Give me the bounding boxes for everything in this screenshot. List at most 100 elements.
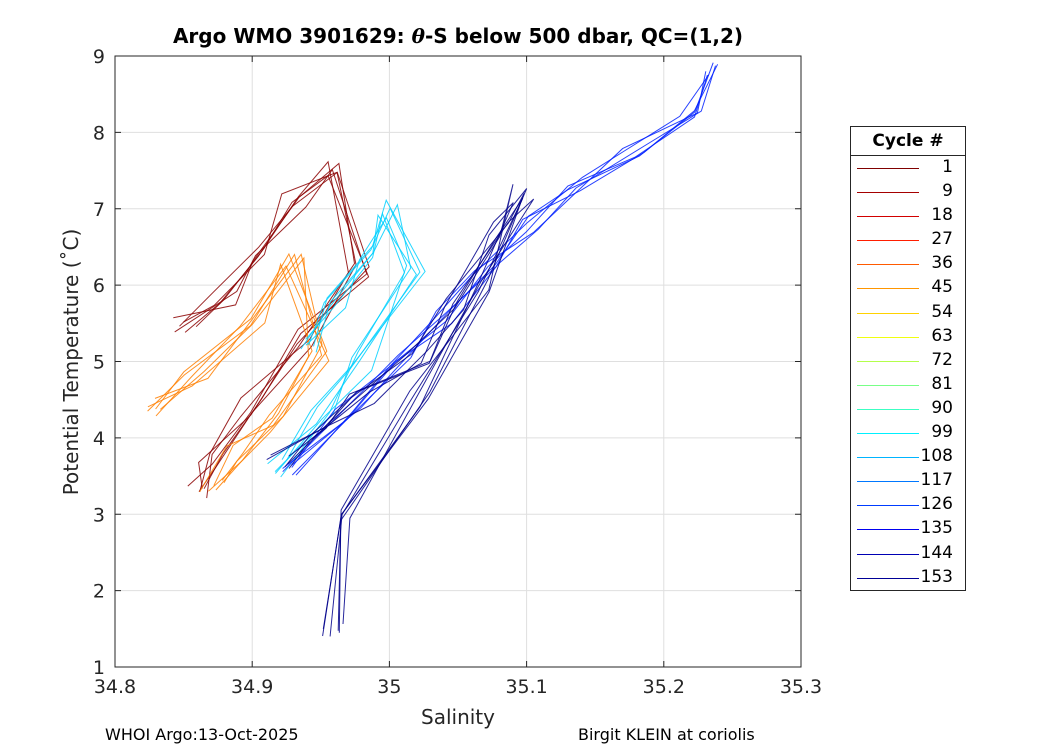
legend-entry: 153 [851, 566, 965, 590]
grid [115, 56, 801, 667]
legend-swatch [857, 505, 919, 507]
legend-label: 45 [931, 277, 953, 298]
profile-line [154, 253, 323, 483]
legend-entry: 54 [851, 301, 965, 325]
profile-line [291, 65, 716, 468]
legend-swatch [857, 481, 919, 483]
y-tick-label: 8 [93, 122, 105, 144]
legend-swatch [857, 433, 919, 435]
profile-line [173, 162, 356, 499]
legend-swatch [857, 288, 919, 290]
profile-line [282, 71, 707, 469]
x-tick-label: 34.8 [94, 676, 136, 698]
x-tick-label: 35.1 [505, 676, 547, 698]
profile-line [147, 262, 313, 486]
legend-swatch [857, 408, 919, 410]
axis-ticks: 34.8 34.9 35 35.1 35.2 35.3 1 2 3 4 5 6 7 8 9 [93, 46, 822, 698]
legend-entry: 117 [851, 469, 965, 493]
y-tick-label: 7 [93, 199, 105, 221]
footer-credit: Birgit KLEIN at coriolis [578, 725, 755, 744]
profile-line [155, 265, 330, 492]
x-axis-label: Salinity [421, 705, 495, 729]
profiles [147, 62, 719, 637]
legend-swatch [857, 577, 919, 579]
legend-label: 90 [931, 397, 953, 418]
y-axis-label: Potential Temperature (˚C) [59, 229, 83, 496]
legend-title: Cycle # [851, 127, 965, 156]
profile-line [287, 198, 535, 625]
profile-line [274, 203, 412, 472]
legend-label: 126 [920, 494, 953, 515]
legend-swatch [857, 360, 919, 362]
y-tick-label: 5 [93, 352, 105, 374]
legend-swatch [857, 240, 919, 242]
legend-label: 27 [931, 229, 953, 250]
legend-entry: 9 [851, 180, 965, 204]
profile-line [184, 160, 349, 493]
y-tick-label: 1 [93, 657, 105, 679]
legend-entry: 90 [851, 397, 965, 421]
y-tick-label: 4 [93, 428, 105, 450]
chart-title: Argo WMO 3901629: θ-S below 500 dbar, QC… [172, 24, 744, 48]
legend-label: 144 [920, 542, 953, 563]
legend-label: 9 [942, 181, 953, 202]
legend-swatch [857, 168, 919, 169]
y-tick-label: 9 [93, 46, 105, 68]
profile-line [147, 253, 323, 481]
legend-label: 117 [920, 470, 953, 491]
x-tick-label: 35.3 [780, 676, 822, 698]
legend-entry: 99 [851, 421, 965, 445]
legend-label: 18 [931, 205, 953, 226]
legend-swatch [857, 312, 919, 314]
legend-swatch [857, 336, 919, 338]
legend-entry: 72 [851, 349, 965, 373]
profile-line [174, 168, 368, 487]
legend: Cycle # 1 9 18 27 36 45 54 63 72 81 90 99 108 117 126 1… [850, 126, 966, 591]
legend-swatch [857, 553, 919, 555]
y-tick-label: 2 [93, 581, 105, 603]
profile-line [295, 74, 710, 476]
legend-label: 99 [931, 422, 953, 443]
legend-label: 72 [931, 349, 953, 370]
x-tick-label: 35.2 [643, 676, 685, 698]
legend-entry: 1 [851, 156, 965, 180]
profile-line [286, 207, 421, 461]
x-tick-label: 34.9 [231, 676, 273, 698]
legend-swatch [857, 192, 919, 194]
legend-entry: 18 [851, 204, 965, 228]
profile-line [267, 213, 417, 465]
profile-line [284, 193, 525, 637]
legend-label: 153 [920, 566, 953, 587]
legend-entry: 81 [851, 373, 965, 397]
profile-line [288, 202, 514, 629]
footer-source: WHOI Argo:13-Oct-2025 [105, 725, 299, 744]
legend-label: 1 [942, 157, 953, 177]
legend-label: 81 [931, 373, 953, 394]
legend-swatch [857, 216, 919, 218]
profile-line [159, 256, 310, 491]
legend-entry: 144 [851, 542, 965, 566]
y-tick-label: 6 [93, 275, 105, 297]
legend-swatch [857, 264, 919, 266]
legend-label: 135 [920, 518, 953, 539]
legend-rows: 1 9 18 27 36 45 54 63 72 81 90 99 108 117 126 135 144 153 [851, 156, 965, 590]
legend-label: 108 [920, 446, 953, 467]
x-tick-label: 35 [377, 676, 401, 698]
y-tick-label: 3 [93, 504, 105, 526]
profile-line [183, 171, 357, 492]
profile-line [179, 171, 370, 489]
profile-line [280, 211, 406, 478]
legend-entry: 36 [851, 252, 965, 276]
profile-line [270, 184, 514, 631]
legend-label: 54 [931, 301, 953, 322]
legend-swatch [857, 529, 919, 531]
legend-swatch [857, 384, 919, 386]
legend-label: 36 [931, 253, 953, 274]
legend-swatch [857, 457, 919, 459]
profile-line [281, 198, 426, 460]
legend-entry: 108 [851, 445, 965, 469]
legend-entry: 126 [851, 493, 965, 517]
profile-line [266, 188, 528, 633]
legend-entry: 63 [851, 325, 965, 349]
